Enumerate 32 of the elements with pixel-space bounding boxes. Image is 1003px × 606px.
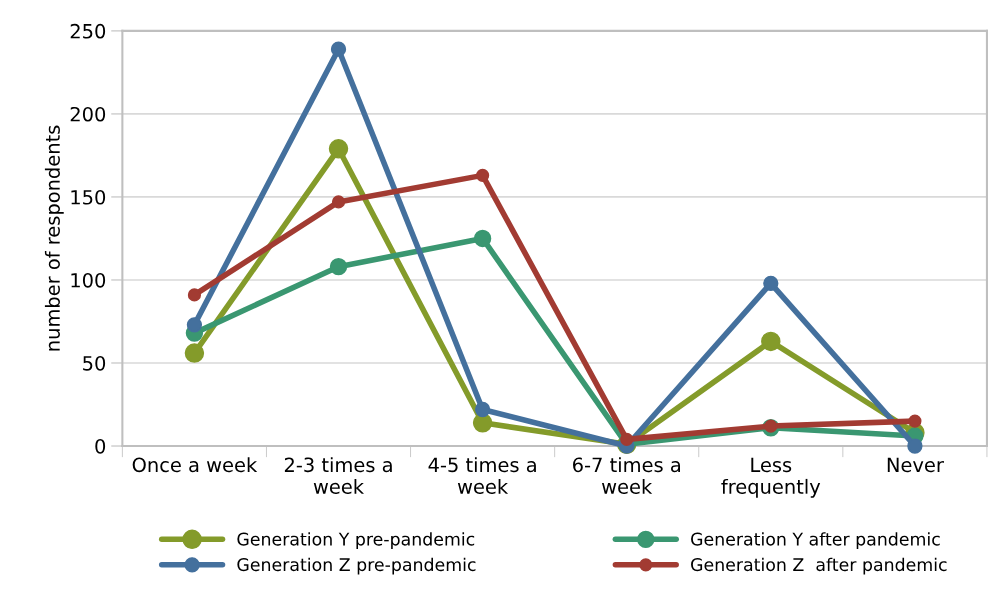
legend-label: Generation Z pre-pandemic [237, 557, 476, 575]
y-tick-label: 150 [71, 189, 106, 205]
point [186, 317, 203, 333]
point [331, 195, 346, 209]
point [330, 41, 347, 57]
x-tick-label: Once a week [132, 457, 258, 473]
point [764, 419, 778, 433]
legend-label: Generation Z after pandemic [691, 557, 947, 575]
x-tick-label: 2-3 times a week [284, 457, 392, 494]
x-tick-label: Less frequently [721, 457, 821, 498]
x-tick-label: Never [887, 457, 944, 473]
point [763, 275, 779, 291]
point [328, 139, 349, 159]
point [473, 229, 492, 248]
point [184, 343, 205, 363]
point [329, 258, 348, 276]
y-axis-title: number of respondents [44, 125, 64, 351]
point [907, 438, 923, 454]
legend-label: Generation Y after pandemic [691, 532, 940, 550]
y-tick-label: 250 [70, 23, 106, 39]
point [187, 288, 202, 302]
y-tick-label: 0 [95, 438, 106, 454]
legend-label: Generation Y pre-pandemic [237, 532, 475, 550]
point [908, 414, 922, 428]
x-tick-label: 4-5 times a week [428, 457, 536, 494]
point [761, 331, 781, 352]
point [476, 168, 490, 182]
y-tick-label: 100 [71, 272, 106, 288]
y-tick-label: 50 [83, 355, 106, 371]
point [474, 401, 491, 418]
y-tick-label: 200 [70, 106, 106, 122]
x-tick-label: 6-7 times a week [573, 457, 680, 494]
